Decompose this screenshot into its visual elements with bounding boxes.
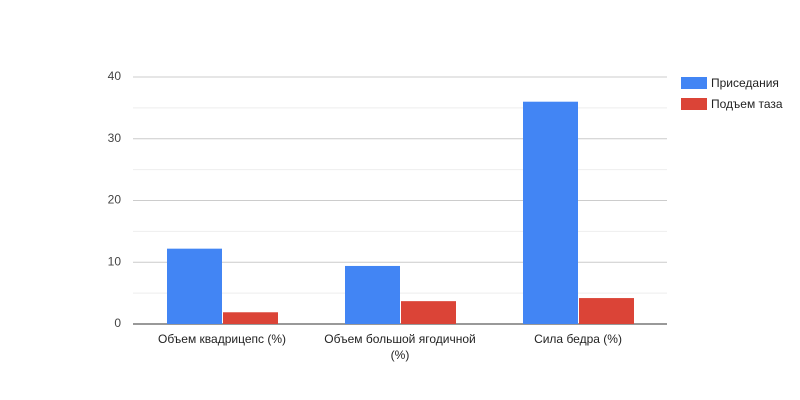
legend-swatch [681,98,707,110]
y-tick-label: 40 [108,69,122,83]
y-tick-label: 20 [108,193,122,207]
bar [523,101,578,324]
y-tick-label: 30 [108,131,122,145]
legend-label: Подъем таза [711,97,783,111]
bar [345,265,400,324]
y-tick-label: 10 [108,254,122,268]
bar [579,298,634,324]
legend-swatch [681,77,707,89]
bar [167,248,222,324]
bar [401,301,456,324]
x-tick-label: Объем большой ягодичной (%) [324,332,476,362]
legend-label: Приседания [711,76,779,90]
x-tick-label: Сила бедра (%) [534,332,622,346]
y-tick-label: 0 [114,316,121,330]
bar [223,312,278,324]
x-tick-label: Объем квадрицепс (%) [157,332,286,346]
